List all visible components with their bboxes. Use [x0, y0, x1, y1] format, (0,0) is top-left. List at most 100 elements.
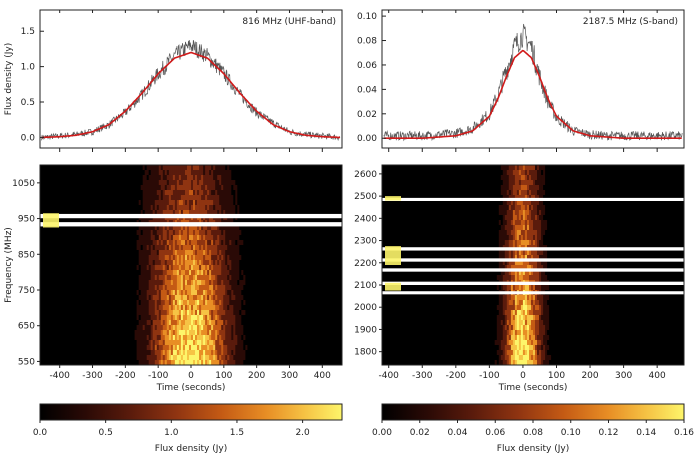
heatmap-cell — [233, 275, 236, 281]
heatmap-cell — [172, 350, 176, 356]
heatmap-cell — [539, 335, 542, 341]
heatmap-cell — [227, 275, 230, 281]
heatmap-cell — [203, 255, 206, 261]
heatmap-cell — [199, 280, 202, 286]
heatmap-cell — [128, 270, 131, 276]
heatmap-cell — [529, 185, 532, 191]
heatmap-cell — [512, 305, 516, 311]
heatmap-cell — [227, 305, 230, 311]
heatmap-cell — [182, 225, 186, 231]
heatmap-cell — [195, 175, 198, 181]
heatmap-cell — [527, 345, 530, 351]
heatmap-cell — [189, 330, 192, 336]
heatmap-cell — [531, 360, 534, 366]
heatmap-cell — [518, 275, 522, 281]
heatmap-cell — [225, 280, 228, 286]
heatmap-cell — [500, 225, 504, 231]
heatmap-cell — [213, 305, 216, 311]
heatmap-cell — [492, 345, 496, 351]
heatmap-cell — [249, 335, 252, 341]
heatmap-cell — [185, 210, 188, 216]
heatmap-cell — [225, 180, 228, 186]
heatmap-cell — [510, 195, 514, 201]
heatmap-cell — [500, 215, 504, 221]
heatmap-cell — [130, 240, 133, 246]
heatmap-cell — [227, 280, 230, 286]
heatmap-cell — [547, 285, 550, 291]
heatmap-cell — [500, 355, 504, 361]
heatmap-cell — [237, 295, 240, 301]
heatmap-cell — [512, 315, 516, 321]
heatmap-cell — [158, 305, 162, 311]
heatmap-cell — [158, 225, 162, 231]
heatmap-cell — [531, 185, 534, 191]
heatmap-cell — [219, 205, 222, 211]
heatmap-cell — [197, 175, 200, 181]
heatmap-cell — [199, 285, 202, 291]
heatmap-cell — [126, 350, 129, 356]
heatmap-cell — [237, 345, 240, 351]
heatmap-cell — [132, 285, 135, 291]
heatmap-cell — [148, 245, 152, 251]
heatmap-cell — [527, 195, 530, 201]
heatmap-row — [490, 335, 552, 341]
heatmap-cell — [164, 210, 168, 216]
heatmap-cell — [166, 305, 170, 311]
heatmap-cell — [209, 315, 212, 321]
heatmap-cell — [170, 230, 174, 236]
plot-frame — [381, 164, 685, 366]
heatmap-cell — [136, 355, 139, 361]
colorbar-1: 0.00 0.02 0.04 0.06 0.08 0.10 0.12 0.14 0.16Flux… — [372, 403, 694, 454]
heatmap-cell — [241, 180, 244, 186]
heatmap-cell — [187, 190, 190, 196]
heatmap-cell — [187, 260, 190, 266]
heatmap-cell — [134, 235, 137, 241]
heatmap-cell — [533, 310, 536, 316]
x-tick-label: 300 — [615, 371, 632, 381]
heatmap-cell — [243, 265, 246, 271]
heatmap-cell — [494, 240, 498, 246]
heatmap-cell — [237, 170, 240, 176]
heatmap-cell — [170, 260, 174, 266]
heatmap-cell — [156, 300, 160, 306]
heatmap-cell — [520, 205, 524, 211]
heatmap-cell — [219, 300, 222, 306]
heatmap-cell — [180, 205, 184, 211]
heatmap-cell — [516, 185, 520, 191]
heatmap-cell — [176, 190, 180, 196]
heatmap-cell — [193, 315, 196, 321]
colorbar-tick-label: 0.14 — [636, 428, 656, 438]
heatmap-cell — [510, 340, 514, 346]
heatmap-cell — [539, 250, 542, 256]
heatmap-cell — [172, 300, 176, 306]
masked-band — [382, 281, 684, 285]
heatmap-cell — [249, 300, 252, 306]
heatmap-cell — [203, 185, 206, 191]
heatmap-cell — [537, 200, 540, 206]
heatmap-cell — [247, 260, 250, 266]
heatmap-cell — [154, 165, 158, 171]
y-tick-label: 2100 — [354, 281, 377, 291]
heatmap-cell — [541, 250, 544, 256]
heatmap-cell — [142, 320, 146, 326]
heatmap-cell — [245, 200, 248, 206]
heatmap-cell — [549, 340, 552, 346]
heatmap-cell — [243, 325, 246, 331]
heatmap-cell — [205, 270, 208, 276]
heatmap-cell — [223, 320, 226, 326]
heatmap-cell — [239, 225, 242, 231]
heatmap-cell — [233, 345, 236, 351]
heatmap-cell — [221, 185, 224, 191]
heatmap-cell — [191, 245, 194, 251]
masked-band — [40, 222, 342, 227]
heatmap-cell — [502, 335, 506, 341]
heatmap-cell — [138, 210, 142, 216]
heatmap-cell — [219, 315, 222, 321]
heatmap-cell — [144, 305, 148, 311]
heatmap-cell — [502, 315, 506, 321]
heatmap-cell — [494, 325, 498, 331]
heatmap-cell — [142, 275, 146, 281]
heatmap-cell — [551, 315, 554, 321]
heatmap-cell — [541, 355, 544, 361]
heatmap-cell — [508, 345, 512, 351]
